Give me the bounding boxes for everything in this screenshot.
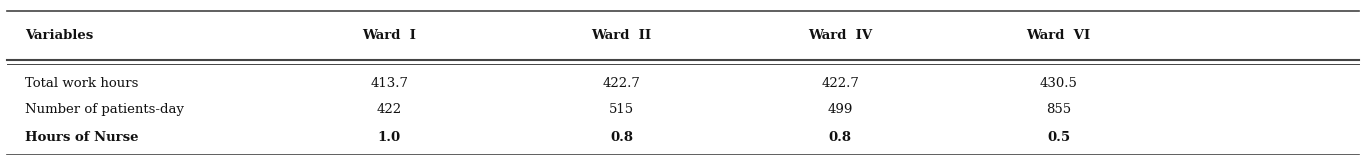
Text: 422.7: 422.7 [602,77,641,90]
Text: 499: 499 [828,103,852,116]
Text: 422.7: 422.7 [821,77,859,90]
Text: 413.7: 413.7 [370,77,408,90]
Text: 0.8: 0.8 [611,131,632,144]
Text: 422: 422 [377,103,402,116]
Text: 0.8: 0.8 [829,131,851,144]
Text: Number of patients-day: Number of patients-day [25,103,183,116]
Text: Total work hours: Total work hours [25,77,138,90]
Text: 430.5: 430.5 [1040,77,1078,90]
Text: Ward  II: Ward II [591,29,652,42]
Text: 0.5: 0.5 [1048,131,1070,144]
Text: Ward  IV: Ward IV [809,29,872,42]
Text: 1.0: 1.0 [378,131,400,144]
Text: Ward  I: Ward I [362,29,417,42]
Text: Hours of Nurse: Hours of Nurse [25,131,138,144]
Text: Ward  VI: Ward VI [1027,29,1090,42]
Text: 515: 515 [609,103,634,116]
Text: Variables: Variables [25,29,93,42]
Text: 855: 855 [1046,103,1071,116]
